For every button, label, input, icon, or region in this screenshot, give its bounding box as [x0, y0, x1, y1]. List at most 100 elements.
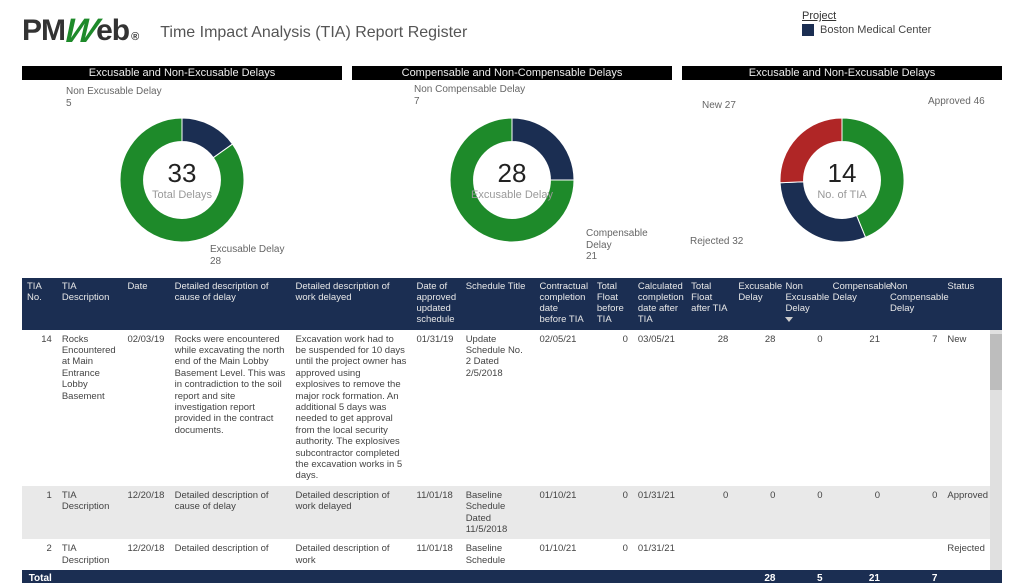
project-box: Project Boston Medical Center [802, 10, 1002, 36]
footer-cell: 5 [780, 570, 827, 583]
panel-title: Compensable and Non-Compensable Delays [352, 66, 672, 80]
table-cell: Update Schedule No. 2 Dated 2/5/2018 [461, 330, 535, 486]
slice-label: Approved 46 [928, 96, 985, 108]
footer-scroll-gutter [990, 570, 1002, 583]
donut-value: 33 [168, 158, 197, 189]
table-cell: 21 [828, 330, 885, 486]
donut-chart[interactable]: 33 Total Delays [112, 110, 252, 250]
table-cell: 01/31/21 [633, 539, 686, 570]
panel-title: Excusable and Non-Excusable Delays [682, 66, 1002, 80]
project-name: Boston Medical Center [820, 24, 931, 36]
table-cell: 0 [828, 486, 885, 540]
donut-label: No. of TIA [817, 189, 866, 201]
footer-cell [57, 570, 123, 583]
donut-label: Excusable Delay [471, 189, 553, 201]
table-cell: Detailed description of [170, 539, 291, 570]
table-cell: Baseline Schedule Dated 11/5/2018 [461, 486, 535, 540]
table-cell: Rejected [942, 539, 989, 570]
table-cell [828, 539, 885, 570]
chart-panel: Excusable and Non-Excusable Delays 14 No… [682, 66, 1002, 272]
column-header[interactable]: Non Compensable Delay [885, 278, 942, 330]
table-cell: 0 [780, 330, 827, 486]
slice-label: Non Compensable Delay7 [414, 84, 525, 107]
footer-cell: 21 [828, 570, 885, 583]
table-cell: Detailed description of work delayed [291, 486, 412, 540]
table-row[interactable]: 1TIA Description12/20/18Detailed descrip… [22, 486, 1002, 540]
column-header[interactable]: TIA No. [22, 278, 57, 330]
logo-pm: PM [22, 14, 65, 48]
column-header[interactable]: Calculated completion date after TIA [633, 278, 686, 330]
donut-chart[interactable]: 14 No. of TIA [772, 110, 912, 250]
table-cell [780, 539, 827, 570]
column-header[interactable]: Contractual completion date before TIA [534, 278, 591, 330]
table-footer-row: Total285217 [22, 570, 1002, 583]
tia-table-wrap: TIA No.TIA DescriptionDateDetailed descr… [22, 278, 1002, 583]
panel-body: 14 No. of TIA Approved 46Rejected 32New … [682, 80, 1002, 272]
table-cell: 02/03/19 [122, 330, 169, 486]
table-cell: Rocks Encountered at Main Entrance Lobby… [57, 330, 123, 486]
slice-label: Excusable Delay28 [210, 244, 284, 267]
table-cell: 0 [592, 330, 633, 486]
donut-center: 14 No. of TIA [772, 110, 912, 250]
panel-title: Excusable and Non-Excusable Delays [22, 66, 342, 80]
logo-w: W [60, 12, 102, 51]
donut-value: 14 [828, 158, 857, 189]
table-cell: 03/05/21 [633, 330, 686, 486]
vertical-scrollbar[interactable] [990, 330, 1002, 570]
sort-indicator-icon [785, 317, 793, 322]
footer-cell [686, 570, 733, 583]
column-header[interactable]: TIA Description [57, 278, 123, 330]
column-header[interactable]: Date of approved updated schedule [411, 278, 460, 330]
project-label: Project [802, 10, 1002, 22]
panel-body: 28 Excusable Delay Non Compensable Delay… [352, 80, 672, 272]
table-cell: 0 [780, 486, 827, 540]
panel-body: 33 Total Delays Non Excusable Delay5 Excu… [22, 80, 342, 272]
slice-label: Non Excusable Delay5 [66, 86, 162, 109]
donut-chart[interactable]: 28 Excusable Delay [442, 110, 582, 250]
table-cell: Detailed description of cause of delay [170, 486, 291, 540]
table-cell: 1 [22, 486, 57, 540]
logo-eb: eb [96, 14, 129, 48]
table-cell: 0 [733, 486, 780, 540]
table-cell: 11/01/18 [411, 539, 460, 570]
table-cell: 7 [885, 330, 942, 486]
project-swatch [802, 24, 814, 36]
column-header[interactable]: Total Float after TIA [686, 278, 733, 330]
donut-label: Total Delays [152, 189, 212, 201]
column-header[interactable]: Non Excusable Delay [780, 278, 827, 330]
table-cell: 12/20/18 [122, 486, 169, 540]
donut-center: 33 Total Delays [112, 110, 252, 250]
table-row[interactable]: 14Rocks Encountered at Main Entrance Lob… [22, 330, 1002, 486]
table-cell: 01/31/21 [633, 486, 686, 540]
column-header[interactable]: Schedule Title [461, 278, 535, 330]
donut-panels-row: Excusable and Non-Excusable Delays 33 To… [22, 66, 1002, 272]
slice-label: Compensable Delay21 [586, 228, 672, 263]
table-cell: 0 [686, 486, 733, 540]
footer-cell: Total [22, 570, 57, 583]
table-cell: 28 [733, 330, 780, 486]
table-row[interactable]: 2TIA Description12/20/18Detailed descrip… [22, 539, 1002, 570]
column-header[interactable]: Date [122, 278, 169, 330]
table-cell: New [942, 330, 989, 486]
table-cell: 2 [22, 539, 57, 570]
column-header[interactable]: Detailed description of work delayed [291, 278, 412, 330]
table-body: 14Rocks Encountered at Main Entrance Lob… [22, 330, 1002, 570]
donut-center: 28 Excusable Delay [442, 110, 582, 250]
column-header[interactable]: Status [942, 278, 989, 330]
column-header[interactable]: Total Float before TIA [592, 278, 633, 330]
footer-cell [291, 570, 412, 583]
column-header[interactable]: Detailed description of cause of delay [170, 278, 291, 330]
table-cell: 12/20/18 [122, 539, 169, 570]
footer-cell [411, 570, 460, 583]
footer-cell [534, 570, 591, 583]
footer-cell [592, 570, 633, 583]
table-cell [686, 539, 733, 570]
footer-cell [461, 570, 535, 583]
column-header[interactable]: Compensable Delay [828, 278, 885, 330]
chart-panel: Compensable and Non-Compensable Delays 2… [352, 66, 672, 272]
scroll-thumb[interactable] [990, 334, 1002, 390]
table-cell: Baseline Schedule [461, 539, 535, 570]
table-cell: TIA Description [57, 486, 123, 540]
column-header[interactable]: Excusable Delay [733, 278, 780, 330]
table-cell: 14 [22, 330, 57, 486]
